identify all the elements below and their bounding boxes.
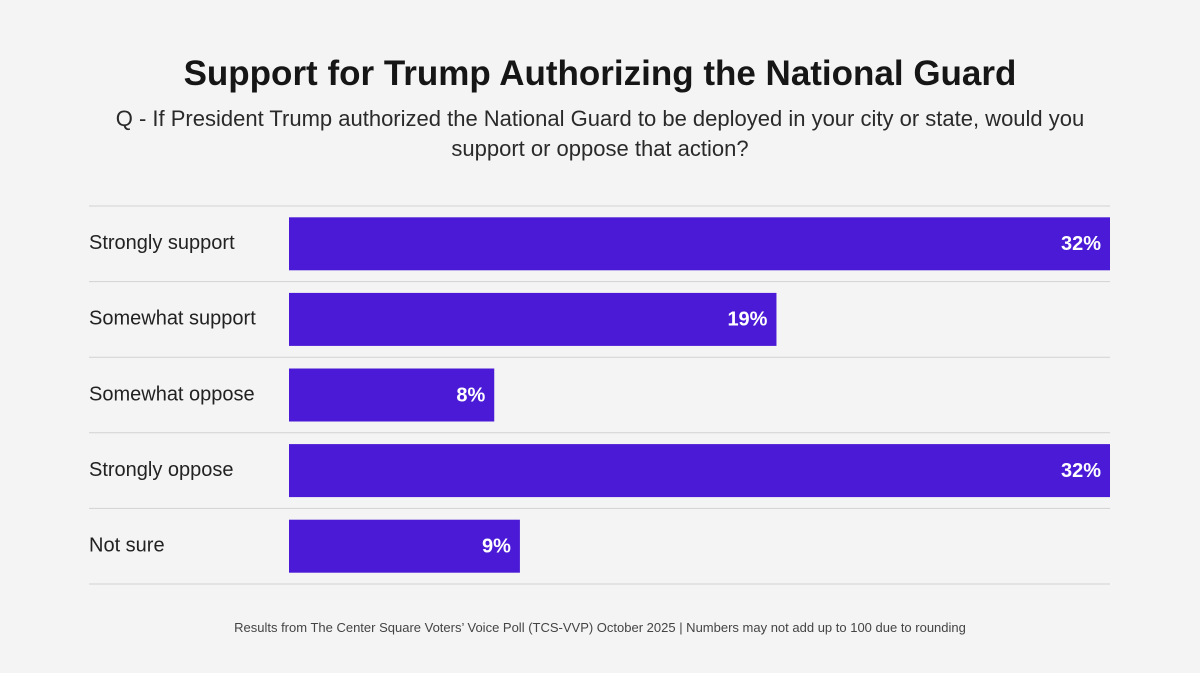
category-label: Somewhat oppose (89, 383, 255, 405)
bar (289, 519, 520, 573)
bar (289, 368, 495, 422)
value-label: 8% (456, 384, 485, 406)
category-label: Somewhat support (89, 308, 256, 330)
bar (289, 217, 1110, 271)
footnote: Results from The Center Square Voters’ V… (234, 620, 966, 635)
category-label: Strongly support (89, 232, 235, 254)
category-label: Not sure (89, 534, 165, 556)
value-label: 9% (482, 535, 511, 557)
category-label: Strongly oppose (89, 459, 234, 481)
chart-title: Support for Trump Authorizing the Nation… (183, 54, 1017, 93)
bar (289, 292, 777, 346)
chart-subtitle: Q - If President Trump authorized the Na… (115, 106, 1085, 161)
value-label: 32% (1061, 233, 1101, 255)
value-label: 32% (1061, 460, 1101, 482)
bar (289, 444, 1110, 498)
value-label: 19% (727, 309, 767, 331)
